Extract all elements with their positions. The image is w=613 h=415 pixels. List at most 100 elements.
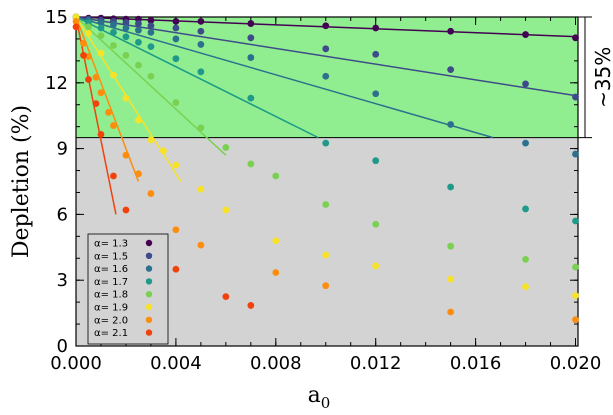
data-point xyxy=(197,27,205,35)
data-point xyxy=(172,161,180,169)
data-point xyxy=(322,251,330,259)
data-point xyxy=(147,72,155,80)
data-point xyxy=(322,282,330,290)
data-point xyxy=(135,20,142,27)
data-point xyxy=(522,205,529,213)
legend: α= 1.3α= 1.5α= 1.6α= 1.7α= 1.8α= 1.9α= 2… xyxy=(87,233,169,345)
data-point xyxy=(447,275,455,283)
data-point xyxy=(147,190,155,197)
data-point xyxy=(372,24,380,32)
data-point xyxy=(160,147,167,155)
legend-box xyxy=(87,233,169,345)
data-point xyxy=(97,19,105,26)
annotation-label: ~35% xyxy=(591,47,613,108)
data-point xyxy=(97,130,105,138)
data-point xyxy=(247,160,255,168)
legend-label: α= 1.5 xyxy=(94,251,128,262)
legend-label: α= 1.8 xyxy=(94,290,128,301)
data-points xyxy=(72,13,579,324)
data-point xyxy=(247,302,255,309)
y-tick-label: 12 xyxy=(45,73,68,94)
fit-line xyxy=(75,16,579,97)
data-point xyxy=(147,22,155,30)
data-point xyxy=(147,16,155,24)
data-point xyxy=(122,206,130,214)
data-point xyxy=(572,292,579,299)
data-point xyxy=(122,33,130,41)
data-point xyxy=(522,31,529,38)
data-point xyxy=(147,28,155,36)
data-point xyxy=(135,170,142,178)
data-point xyxy=(322,201,330,208)
data-point xyxy=(272,237,280,245)
x-tick-label: 0.016 xyxy=(450,353,502,374)
data-point xyxy=(322,72,330,80)
legend-marker xyxy=(145,316,153,323)
data-point xyxy=(522,139,529,147)
data-point xyxy=(572,150,579,158)
data-point xyxy=(447,308,455,316)
legend-marker xyxy=(145,239,153,247)
legend-label: α= 2.0 xyxy=(94,315,128,326)
data-point xyxy=(197,241,205,249)
data-point xyxy=(110,42,117,49)
data-point xyxy=(447,242,455,250)
data-point xyxy=(222,206,230,214)
data-point xyxy=(197,185,205,193)
plot-frame xyxy=(75,16,579,347)
data-point xyxy=(172,265,180,273)
data-point xyxy=(72,23,80,31)
data-point xyxy=(197,41,205,48)
data-point xyxy=(522,283,529,291)
fit-line xyxy=(75,16,319,139)
data-point xyxy=(372,262,380,270)
data-point xyxy=(172,55,180,63)
data-point xyxy=(247,94,255,102)
data-point xyxy=(97,89,105,97)
data-point xyxy=(122,94,130,102)
legend-marker xyxy=(145,265,153,272)
data-point xyxy=(572,93,579,101)
data-point xyxy=(247,54,255,61)
y-tick-label: 3 xyxy=(57,270,68,291)
x-tick-label: 0.004 xyxy=(150,353,202,374)
x-tick-label: 0.000 xyxy=(50,353,102,374)
data-point xyxy=(247,20,255,27)
data-point xyxy=(147,43,155,51)
legend-label: α= 2.1 xyxy=(94,328,128,339)
data-point xyxy=(272,172,280,180)
data-point xyxy=(172,17,180,25)
data-point xyxy=(85,23,92,31)
data-point xyxy=(110,28,117,36)
data-point xyxy=(110,172,117,180)
data-point xyxy=(522,255,529,263)
data-point xyxy=(522,80,529,88)
data-point xyxy=(572,263,579,271)
data-point xyxy=(172,35,180,43)
data-point xyxy=(122,151,130,159)
data-point xyxy=(222,144,230,151)
data-point xyxy=(272,269,280,276)
data-point xyxy=(97,24,105,32)
data-point xyxy=(372,220,380,228)
data-point xyxy=(85,30,92,37)
legend-label: α= 1.9 xyxy=(94,303,128,314)
percent-annotation: ~35% xyxy=(578,16,613,139)
data-point xyxy=(172,24,180,32)
data-point xyxy=(372,50,380,58)
y-axis-title: Depletion (%) xyxy=(9,105,34,258)
legend-marker xyxy=(145,278,153,285)
data-point xyxy=(135,61,142,69)
data-point xyxy=(122,19,130,26)
axes: 0.000 0.004 0.008 0.012 0.016 0.020 0 3 6 9 12 15 xyxy=(45,7,601,374)
data-point xyxy=(172,226,180,234)
data-point xyxy=(447,66,455,74)
data-point xyxy=(572,34,579,42)
legend-marker xyxy=(145,329,153,336)
y-tick-label: 9 xyxy=(57,139,68,160)
data-point xyxy=(447,27,455,35)
y-tick-label: 6 xyxy=(57,204,68,225)
legend-marker xyxy=(145,252,153,259)
data-point xyxy=(92,100,100,108)
